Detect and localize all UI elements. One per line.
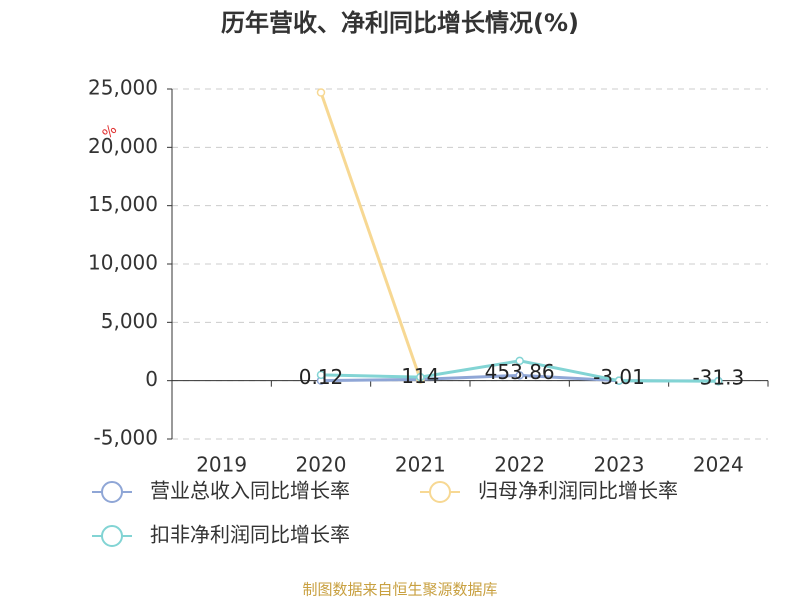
chart-title: 历年营收、净利同比增长情况(%) (221, 9, 579, 37)
y-tick-label: 0 (145, 367, 158, 391)
data-point (515, 371, 524, 380)
x-tick-label: 2021 (395, 453, 446, 477)
legend-label: 扣非净利润同比增长率 (150, 523, 350, 547)
data-point (316, 370, 326, 380)
y-tick-label: 20,000 (88, 134, 158, 158)
data-label: 453.86 (485, 360, 555, 384)
data-label: -3.01 (593, 365, 645, 389)
source-note: 制图数据来自恒生聚源数据库 (302, 581, 497, 599)
data-label: -31.3 (692, 366, 744, 390)
legend-icon (101, 525, 123, 547)
x-tick-label: 2024 (693, 453, 744, 477)
x-tick-label: 2019 (196, 453, 247, 477)
y-tick-label: 10,000 (88, 251, 158, 275)
data-point (416, 372, 425, 382)
y-tick-label: 5,000 (101, 309, 158, 333)
y-tick-label: 25,000 (88, 76, 158, 100)
legend-icon (429, 481, 451, 503)
series-line (319, 92, 422, 380)
legend-label: 营业总收入同比增长率 (150, 479, 350, 503)
x-tick-label: 2022 (494, 453, 545, 477)
data-point (714, 377, 723, 386)
x-tick-label: 2020 (296, 453, 347, 477)
legend-icon (101, 481, 123, 503)
x-tick-label: 2023 (594, 453, 645, 477)
data-point (515, 356, 524, 366)
legend-label: 归母净利润同比增长率 (478, 479, 678, 503)
data-label: 0.12 (299, 365, 344, 389)
data-point (316, 88, 326, 97)
data-label: 114 (401, 364, 439, 388)
y-tick-label: -5,000 (94, 426, 158, 450)
data-point (614, 376, 624, 385)
y-tick-label: 15,000 (88, 192, 158, 216)
